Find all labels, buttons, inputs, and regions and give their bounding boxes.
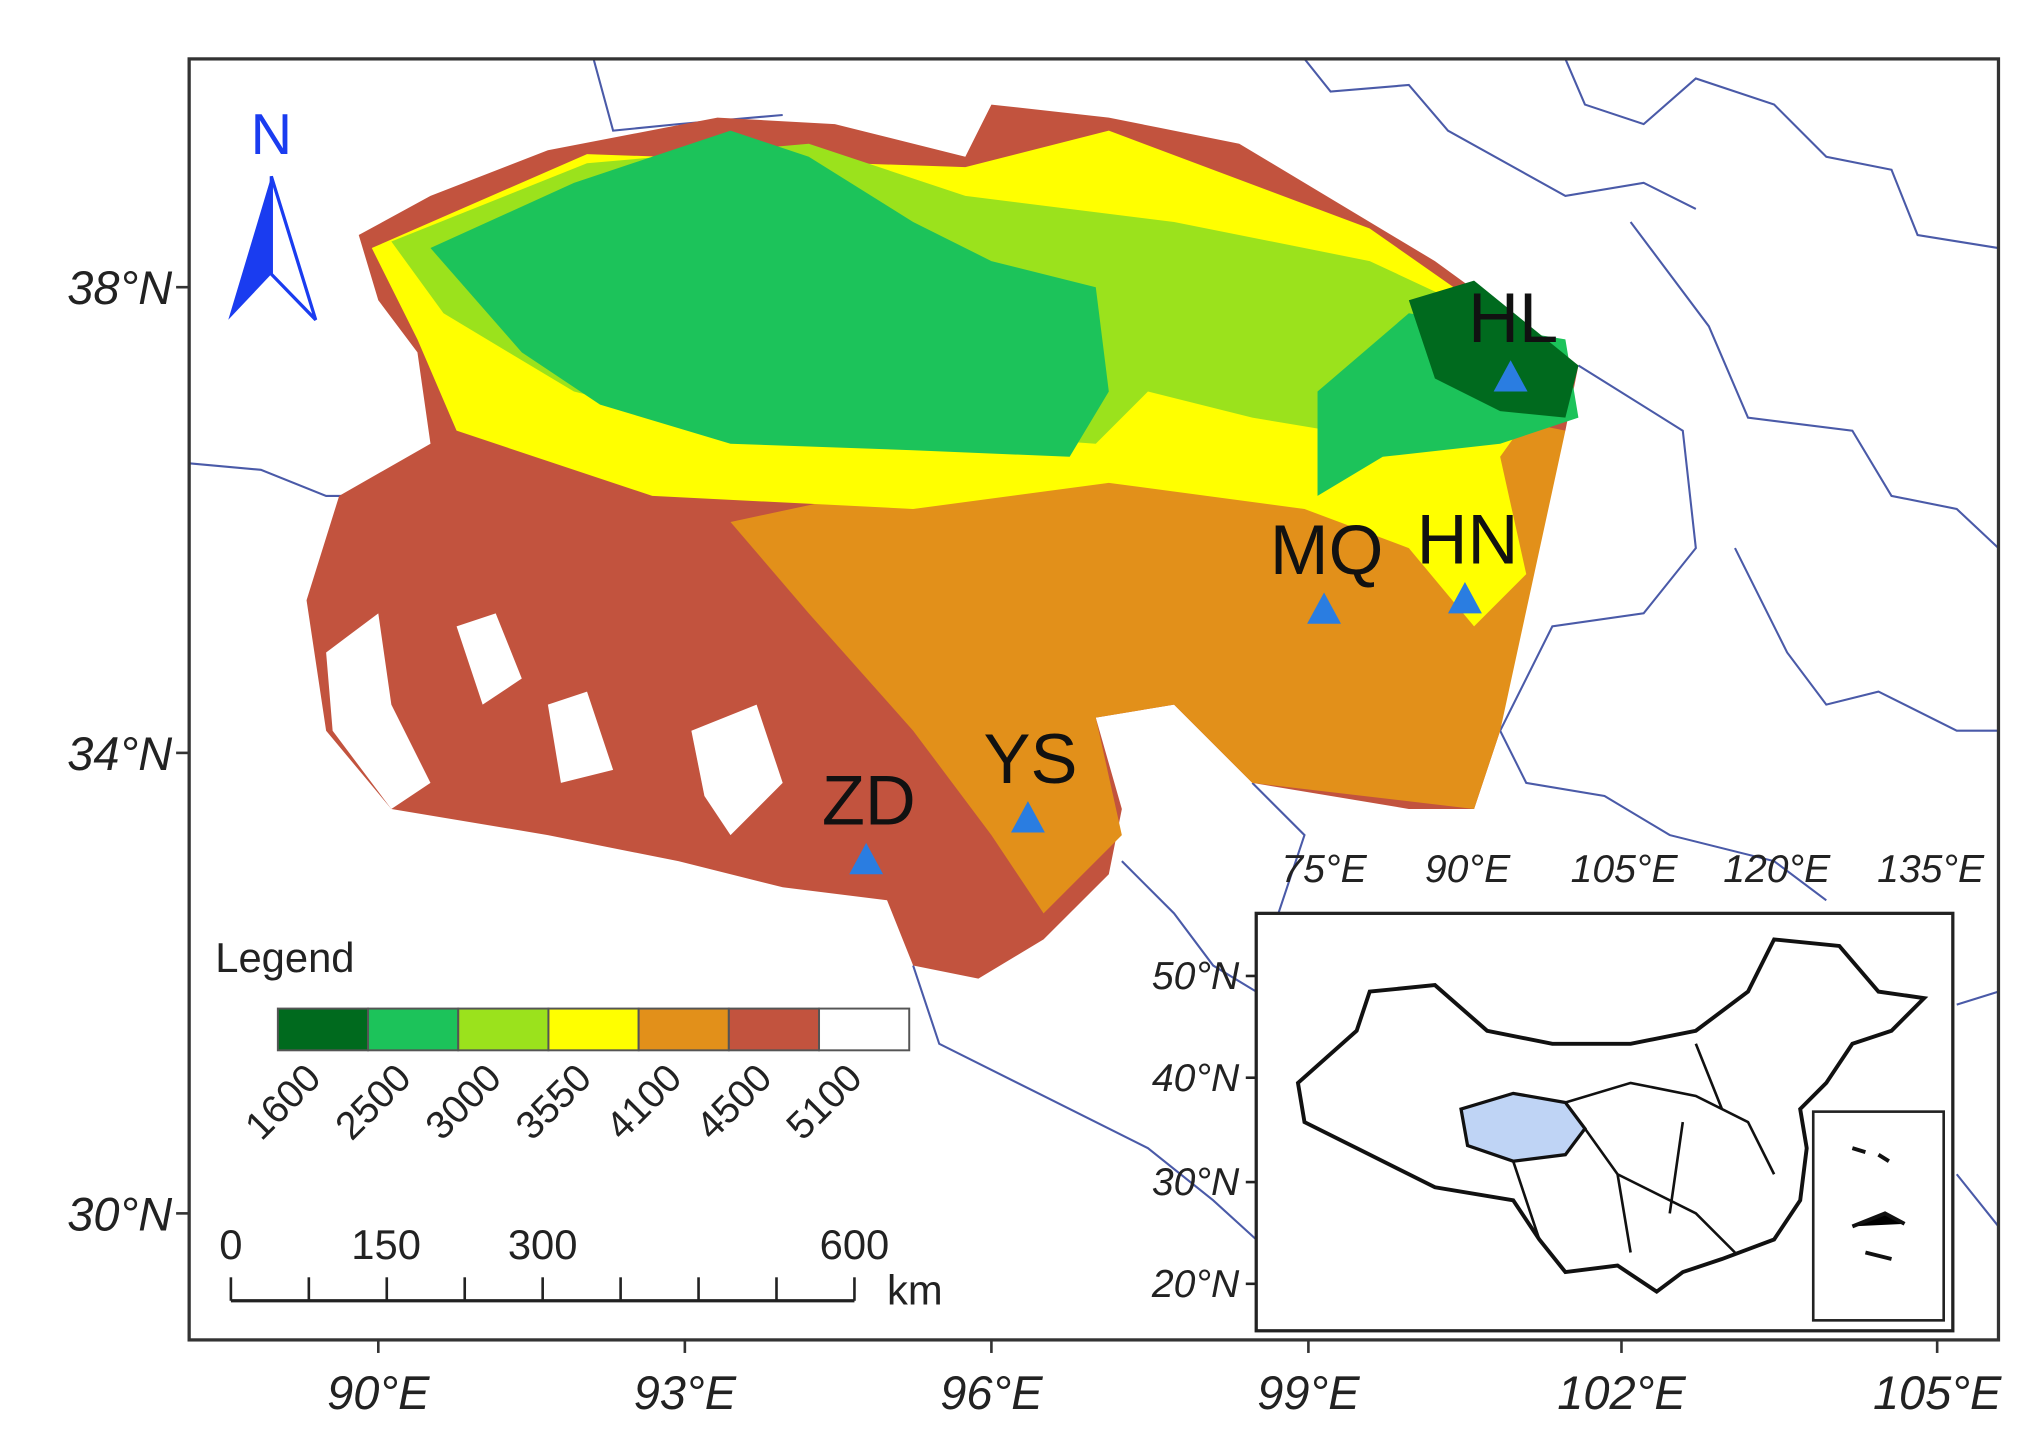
- lon-label: 93°E: [634, 1366, 737, 1419]
- legend-swatch: [457, 1007, 550, 1052]
- inset-lon-label: 105°E: [1571, 848, 1679, 891]
- scale-label: 600: [820, 1221, 890, 1268]
- station-marker: [1010, 801, 1045, 833]
- inset-lon-label: 135°E: [1877, 848, 1985, 891]
- station-label: MQ: [1270, 510, 1383, 589]
- legend-swatch: [276, 1007, 370, 1052]
- lat-label: 34°N: [67, 727, 172, 780]
- legend-break-label: 1600: [237, 1056, 329, 1148]
- legend-break-label: 4100: [598, 1056, 690, 1148]
- station-label: YS: [984, 719, 1078, 798]
- lon-label: 102°E: [1557, 1366, 1686, 1419]
- station-marker: [1493, 360, 1528, 392]
- north-label: N: [251, 103, 292, 167]
- station-label: ZD: [822, 761, 916, 840]
- station-marker: [1447, 582, 1482, 614]
- legend-swatch: [547, 1007, 640, 1052]
- station-label: HN: [1417, 500, 1519, 579]
- lon-label: 99°E: [1257, 1366, 1360, 1419]
- lon-label: 105°E: [1873, 1366, 2002, 1419]
- lat-label: 30°N: [67, 1187, 172, 1240]
- legend-swatch: [367, 1007, 460, 1052]
- inset-lon-label: 90°E: [1425, 848, 1511, 891]
- legend-title: Legend: [215, 934, 354, 981]
- legend-swatch: [637, 1007, 730, 1052]
- inset-map: [1254, 911, 1955, 1333]
- legend-swatch: [818, 1007, 911, 1052]
- inset-lat-label: 30°N: [1152, 1161, 1240, 1204]
- legend-break-label: 4500: [688, 1056, 780, 1148]
- station-marker: [849, 842, 884, 875]
- inset-lon-label: 75°E: [1281, 848, 1367, 891]
- legend-break-label: 3000: [418, 1056, 510, 1148]
- legend-break-label: 5100: [779, 1056, 871, 1148]
- north-arrow: N: [228, 103, 318, 321]
- scale-bar: km 0 150 300 600: [219, 1221, 942, 1314]
- lon-label: 90°E: [327, 1366, 430, 1419]
- station-marker: [1307, 592, 1342, 624]
- lat-label: 38°N: [67, 261, 172, 314]
- station-label: HL: [1468, 278, 1558, 357]
- inset-lon-label: 120°E: [1723, 848, 1831, 891]
- legend-break-label: 2500: [328, 1056, 420, 1148]
- inset-lat-label: 20°N: [1151, 1263, 1240, 1306]
- scale-unit: km: [887, 1267, 943, 1314]
- plateau-elevation: [306, 104, 1579, 979]
- legend-break-label: 3550: [508, 1056, 600, 1148]
- map-frame: [187, 57, 2001, 1342]
- scale-label: 150: [351, 1221, 421, 1268]
- generated-labels: 38°N 34°N 30°N 90°E 93°E 96°E 99°E 102°E 105°E HL…: [67, 261, 2002, 1419]
- inset-lat-label: 40°N: [1152, 1057, 1240, 1100]
- lon-label: 96°E: [940, 1366, 1043, 1419]
- scale-label: 300: [508, 1221, 578, 1268]
- legend-swatch: [727, 1007, 821, 1052]
- scale-label: 0: [219, 1221, 242, 1268]
- inset-lat-label: 50°N: [1152, 955, 1240, 998]
